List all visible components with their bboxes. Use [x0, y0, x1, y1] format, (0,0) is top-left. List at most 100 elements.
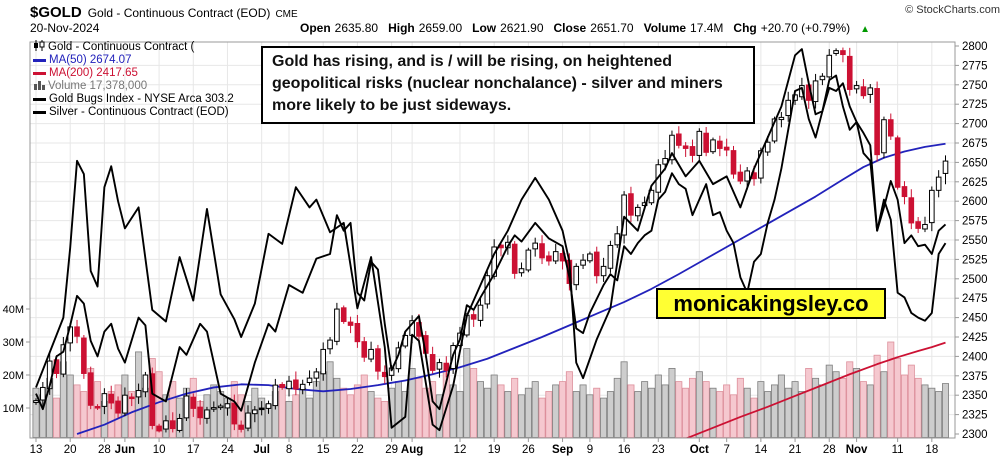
svg-text:28: 28 — [98, 444, 111, 456]
legend-ma50-label: MA(50) 2674.07 — [49, 54, 132, 66]
chart-date: 20-Nov-2024 — [30, 21, 100, 35]
change-value: +20.70 (+0.79%) — [760, 21, 851, 35]
svg-text:Sep: Sep — [552, 444, 573, 456]
svg-text:2475: 2475 — [962, 293, 988, 305]
high-label: High — [388, 21, 415, 35]
goldbugs-line-swatch — [33, 98, 46, 101]
svg-text:2425: 2425 — [962, 332, 988, 344]
ticker-symbol: $GOLD — [30, 4, 82, 21]
ma200-line-swatch — [33, 72, 46, 75]
svg-text:10: 10 — [153, 444, 166, 456]
open-value: 2635.80 — [334, 21, 379, 35]
ma50-line-swatch — [33, 59, 46, 62]
svg-text:13: 13 — [30, 444, 43, 456]
svg-text:2625: 2625 — [962, 177, 988, 189]
svg-text:20M: 20M — [3, 370, 24, 382]
low-label: Low — [472, 21, 497, 35]
legend-row-ma200: MA(200) 2417.65 — [33, 67, 234, 80]
svg-text:Nov: Nov — [846, 444, 868, 456]
svg-text:17: 17 — [187, 444, 200, 456]
quote-bar: 20-Nov-2024 Open 2635.80 High 2659.00 Low 262… — [30, 21, 974, 36]
svg-text:2550: 2550 — [962, 235, 988, 247]
svg-text:2325: 2325 — [962, 410, 988, 422]
svg-text:16: 16 — [618, 444, 631, 456]
svg-text:2775: 2775 — [962, 60, 988, 72]
legend-row-ma50: MA(50) 2674.07 — [33, 54, 234, 67]
svg-text:23: 23 — [652, 444, 665, 456]
legend-row-silver: Silver - Continuous Contract (EOD) — [33, 106, 234, 119]
ma200-line — [685, 341, 946, 438]
svg-text:18: 18 — [925, 444, 938, 456]
svg-text:2700: 2700 — [962, 119, 988, 131]
svg-text:2575: 2575 — [962, 216, 988, 228]
svg-text:30M: 30M — [3, 337, 24, 349]
right-price-axis: 2300 2325 2350 2375 2400 2425 2450 2475 2500 2525… — [955, 41, 988, 441]
exchange-label: CME — [275, 9, 298, 20]
volume-bars-icon — [33, 79, 45, 94]
instrument-name: Gold - Continuous Contract (EOD) — [87, 6, 271, 20]
legend-ma200-label: MA(200) 2417.65 — [49, 67, 138, 79]
volume-label: Volume — [643, 21, 687, 35]
svg-text:2450: 2450 — [962, 313, 988, 325]
svg-text:19: 19 — [488, 444, 501, 456]
legend-volume-label: Volume 17,378,000 — [48, 80, 148, 92]
svg-text:14: 14 — [754, 444, 767, 456]
svg-text:15: 15 — [317, 444, 330, 456]
bottom-date-axis: 13 20 28 Jun 10 17 24 Jul 8 15 22 29 Aug 12 19 26 Sep 9 16… — [30, 438, 938, 456]
svg-text:2350: 2350 — [962, 390, 988, 402]
svg-text:2300: 2300 — [962, 429, 988, 441]
svg-text:24: 24 — [221, 444, 234, 456]
svg-text:7: 7 — [723, 444, 729, 456]
svg-text:8: 8 — [286, 444, 292, 456]
svg-text:22: 22 — [351, 444, 364, 456]
close-value: 2651.70 — [590, 21, 634, 35]
silver-line-swatch — [33, 111, 46, 114]
svg-text:2500: 2500 — [962, 274, 988, 286]
svg-text:10M: 10M — [3, 403, 24, 415]
svg-text:2800: 2800 — [962, 41, 988, 53]
svg-text:2400: 2400 — [962, 351, 988, 363]
low-value: 2621.90 — [500, 21, 544, 35]
watermark-link[interactable]: monicakingsley.co — [656, 288, 886, 319]
legend-row-price: Gold - Continuous Contract ( — [33, 40, 234, 55]
legend-silver-label: Silver - Continuous Contract (EOD) — [49, 106, 229, 118]
volume-value: 17.4M — [690, 21, 724, 35]
ohlc-quote: Open 2635.80 High 2659.00 Low 2621.90 Close 265… — [300, 21, 870, 35]
svg-text:Oct: Oct — [690, 444, 709, 456]
legend-row-volume: Volume 17,378,000 — [33, 80, 234, 93]
legend-price-label: Gold - Continuous Contract ( — [48, 41, 195, 53]
svg-text:2725: 2725 — [962, 99, 988, 111]
legend-row-goldbugs: Gold Bugs Index - NYSE Arca 303.2 — [33, 93, 234, 106]
svg-text:21: 21 — [789, 444, 802, 456]
annotation-note: Gold has rising, and is / will be rising… — [261, 46, 755, 124]
svg-text:12: 12 — [454, 444, 467, 456]
svg-text:40M: 40M — [3, 304, 24, 316]
open-label: Open — [300, 21, 331, 35]
close-label: Close — [553, 21, 587, 35]
svg-text:2525: 2525 — [962, 254, 988, 266]
stockcharts-copyright-link[interactable]: © StockCharts.com — [905, 4, 1000, 16]
chart-header: $GOLD Gold - Continuous Contract (EOD) CME — [30, 4, 974, 21]
svg-text:29: 29 — [385, 444, 398, 456]
svg-text:Jun: Jun — [115, 444, 135, 456]
ma50-line — [76, 142, 946, 435]
svg-text:2375: 2375 — [962, 371, 988, 383]
svg-text:Aug: Aug — [401, 444, 423, 456]
goldbugs-overlay-line — [35, 82, 947, 412]
change-label: Chg — [733, 21, 757, 35]
up-triangle-icon: ▲ — [860, 24, 871, 35]
svg-text:2675: 2675 — [962, 138, 988, 150]
silver-overlay-line — [35, 48, 947, 432]
candlestick-icon — [33, 40, 45, 55]
svg-text:20: 20 — [64, 444, 77, 456]
svg-text:2750: 2750 — [962, 80, 988, 92]
high-value: 2659.00 — [418, 21, 463, 35]
svg-text:2600: 2600 — [962, 196, 988, 208]
left-volume-axis: 10M 20M 30M 40M — [3, 304, 30, 415]
svg-text:Jul: Jul — [253, 444, 270, 456]
svg-text:2650: 2650 — [962, 157, 988, 169]
svg-text:9: 9 — [587, 444, 593, 456]
svg-text:28: 28 — [823, 444, 836, 456]
